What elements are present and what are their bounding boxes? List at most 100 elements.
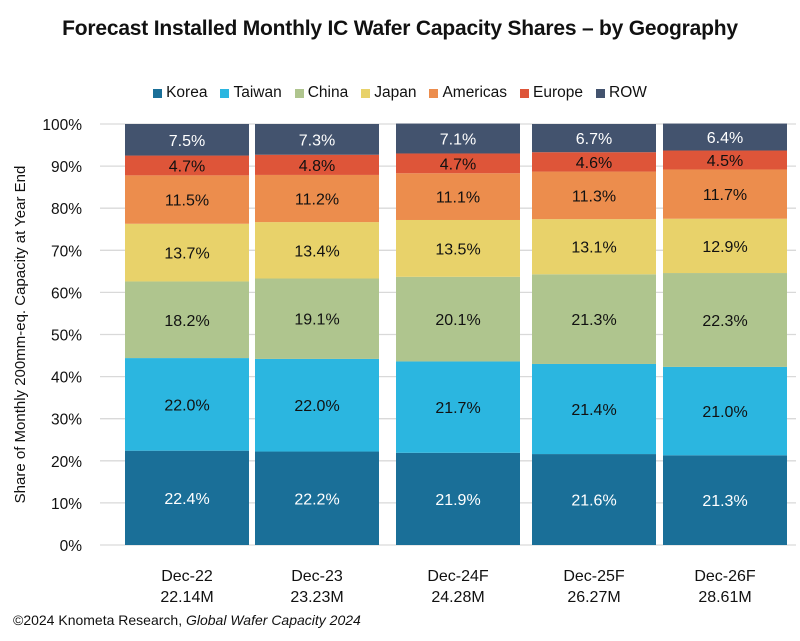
x-tick-label: Dec-25F: [563, 568, 625, 585]
legend-label: Americas: [442, 84, 508, 101]
data-label: 22.3%: [702, 313, 747, 330]
legend-item-korea: Korea: [153, 84, 207, 102]
legend-swatch: [596, 88, 606, 98]
legend-label: Europe: [533, 84, 584, 101]
bar-segment-europe: [532, 152, 656, 172]
bar-segment-americas: [532, 171, 656, 220]
legend-label: Taiwan: [233, 84, 282, 101]
data-label: 11.7%: [703, 187, 747, 204]
bar-segment-japan: [255, 222, 379, 279]
bar-segment-row: [663, 123, 787, 151]
data-label: 4.6%: [576, 155, 612, 172]
y-tick-label: 50%: [51, 328, 82, 345]
data-label: 22.0%: [164, 397, 209, 414]
data-label: 7.5%: [169, 133, 205, 150]
x-category-total: 23.23M: [290, 589, 343, 606]
bar-segment-europe: [125, 155, 249, 176]
data-label: 13.1%: [571, 240, 616, 257]
bar-segment-taiwan: [532, 363, 656, 455]
bar-segment-taiwan: [396, 361, 520, 453]
legend-swatch: [361, 88, 371, 98]
bar-segment-china: [663, 273, 787, 367]
y-tick-label: 90%: [51, 159, 82, 176]
bar-segment-china: [532, 274, 656, 364]
legend-label: Korea: [166, 84, 208, 101]
data-label: 4.7%: [169, 158, 205, 175]
data-label: 4.8%: [299, 158, 335, 175]
x-category-total: 22.14M: [160, 589, 213, 606]
legend-label: Japan: [374, 84, 417, 101]
y-tick-label: 100%: [42, 117, 82, 134]
bar-segment-europe: [255, 154, 379, 175]
x-tick-label: Dec-23: [291, 568, 343, 585]
data-label: 21.9%: [435, 492, 480, 509]
legend-swatch: [220, 88, 230, 98]
legend-item-taiwan: Taiwan: [220, 84, 282, 102]
data-label: 21.6%: [571, 493, 616, 510]
data-label: 13.4%: [294, 243, 339, 260]
data-label: 11.5%: [165, 193, 209, 210]
bar-segment-korea: [125, 450, 249, 545]
footer-publication: Global Wafer Capacity 2024: [185, 612, 361, 628]
x-tick-label: Dec-22: [161, 568, 213, 585]
bar-segment-japan: [663, 218, 787, 274]
bar-segment-korea: [396, 452, 520, 545]
x-tick-label: Dec-24F: [427, 568, 489, 585]
data-label: 11.3%: [572, 188, 616, 205]
legend-swatch: [520, 88, 530, 98]
data-label: 7.1%: [440, 132, 476, 149]
data-label: 19.1%: [294, 312, 339, 329]
legend-item-china: China: [294, 84, 349, 102]
bar-segment-taiwan: [255, 358, 379, 452]
bar-segment-europe: [663, 150, 787, 170]
y-axis-label: Share of Monthly 200mm-eq. Capacity at Y…: [12, 166, 29, 504]
legend-label: China: [307, 84, 349, 101]
bar-segment-americas: [125, 175, 249, 224]
data-label: 12.9%: [702, 239, 747, 256]
bar-segment-row: [125, 124, 249, 156]
footer-prefix: ©2024 Knometa Research,: [13, 612, 186, 628]
data-label: 13.7%: [164, 246, 209, 263]
data-label: 21.4%: [571, 402, 616, 419]
data-label: 4.7%: [440, 156, 476, 173]
bar-segment-japan: [532, 219, 656, 275]
bar-segment-taiwan: [125, 358, 249, 451]
bar-segment-row: [396, 123, 520, 154]
bar-segment-taiwan: [663, 366, 787, 456]
x-category-total: 24.28M: [431, 589, 484, 606]
data-label: 21.3%: [571, 312, 616, 329]
legend-item-americas: Americas: [429, 84, 507, 102]
y-tick-label: 60%: [51, 285, 82, 302]
y-tick-label: 0%: [60, 538, 83, 555]
bar-segment-americas: [663, 169, 787, 219]
bar-segment-china: [255, 278, 379, 359]
data-label: 11.2%: [295, 192, 339, 209]
x-tick-label: Dec-26F: [694, 568, 756, 585]
y-tick-label: 70%: [51, 243, 82, 260]
bar-segment-japan: [125, 223, 249, 282]
legend-item-europe: Europe: [520, 84, 583, 102]
data-label: 18.2%: [164, 313, 209, 330]
bar-segment-japan: [396, 219, 520, 277]
chart-title: Forecast Installed Monthly IC Wafer Capa…: [62, 17, 738, 40]
bar-segment-row: [255, 124, 379, 155]
data-label: 22.0%: [294, 398, 339, 415]
data-label: 6.4%: [707, 130, 743, 147]
y-tick-label: 30%: [51, 412, 82, 429]
bar-segment-korea: [255, 451, 379, 545]
legend-item-row: ROW: [596, 84, 647, 102]
bar-segment-korea: [532, 454, 656, 545]
data-label: 11.1%: [436, 190, 480, 207]
data-label: 7.3%: [299, 132, 335, 149]
data-label: 4.5%: [707, 153, 743, 170]
x-category-total: 28.61M: [698, 589, 751, 606]
y-tick-label: 10%: [51, 496, 82, 513]
data-label: 20.1%: [435, 312, 480, 329]
data-label: 21.7%: [435, 400, 480, 417]
bar-segment-row: [532, 124, 656, 153]
y-tick-label: 80%: [51, 201, 82, 218]
source-footer: ©2024 Knometa Research, Global Wafer Cap…: [13, 612, 361, 628]
data-label: 6.7%: [576, 131, 612, 148]
bar-segment-china: [125, 281, 249, 359]
